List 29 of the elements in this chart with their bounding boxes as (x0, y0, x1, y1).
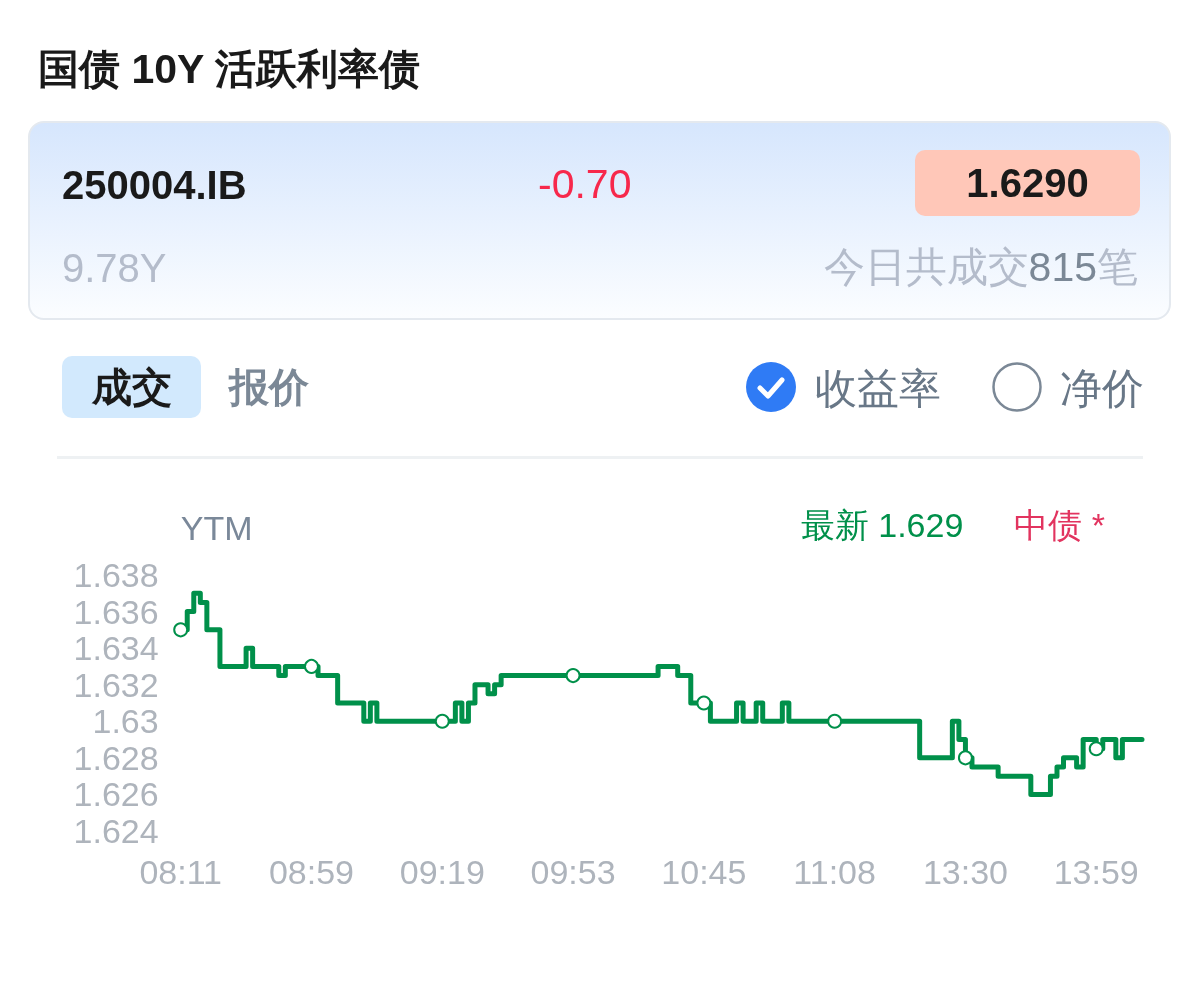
y-tick-label: 1.636 (73, 592, 159, 631)
legend-label: 中债 * (1014, 506, 1106, 544)
y-tick-label: 1.628 (73, 738, 159, 777)
chart-title: 国债 10Y 活跃利率债 (38, 46, 420, 93)
y-tick-label: 1.624 (73, 812, 159, 850)
y-axis-title: YTM (180, 509, 253, 547)
x-tick-label: 13:30 (922, 853, 1008, 891)
y-tick-label: 1.632 (73, 665, 159, 704)
text: 收益率 (815, 364, 941, 412)
y-tick-label: 1.626 (73, 775, 159, 814)
x-tick-label: 11:08 (793, 853, 876, 891)
text: 报价 (229, 365, 309, 409)
text: 最新 1.629 (800, 506, 964, 544)
text: 净价 (1060, 364, 1144, 412)
text: -0.70 (538, 161, 632, 208)
text: 1.6290 (966, 160, 1089, 206)
text: 今日共成交815笔 (823, 244, 1138, 291)
y-tick-label: 1.638 (73, 556, 159, 594)
x-tick-label: 13:59 (1053, 853, 1139, 891)
y-tick-label: 1.63 (92, 702, 159, 741)
x-tick-label: 08:59 (268, 853, 355, 891)
x-tick-label: 09:19 (399, 853, 485, 891)
x-tick-label: 08:11 (139, 853, 222, 891)
text: 250004.IB (62, 163, 247, 207)
x-tick-label: 09:53 (530, 853, 616, 891)
y-tick-label: 1.634 (73, 629, 159, 668)
text: 9.78Y (62, 246, 167, 290)
x-tick-label: 10:45 (661, 853, 747, 891)
text: 成交 (91, 363, 172, 411)
